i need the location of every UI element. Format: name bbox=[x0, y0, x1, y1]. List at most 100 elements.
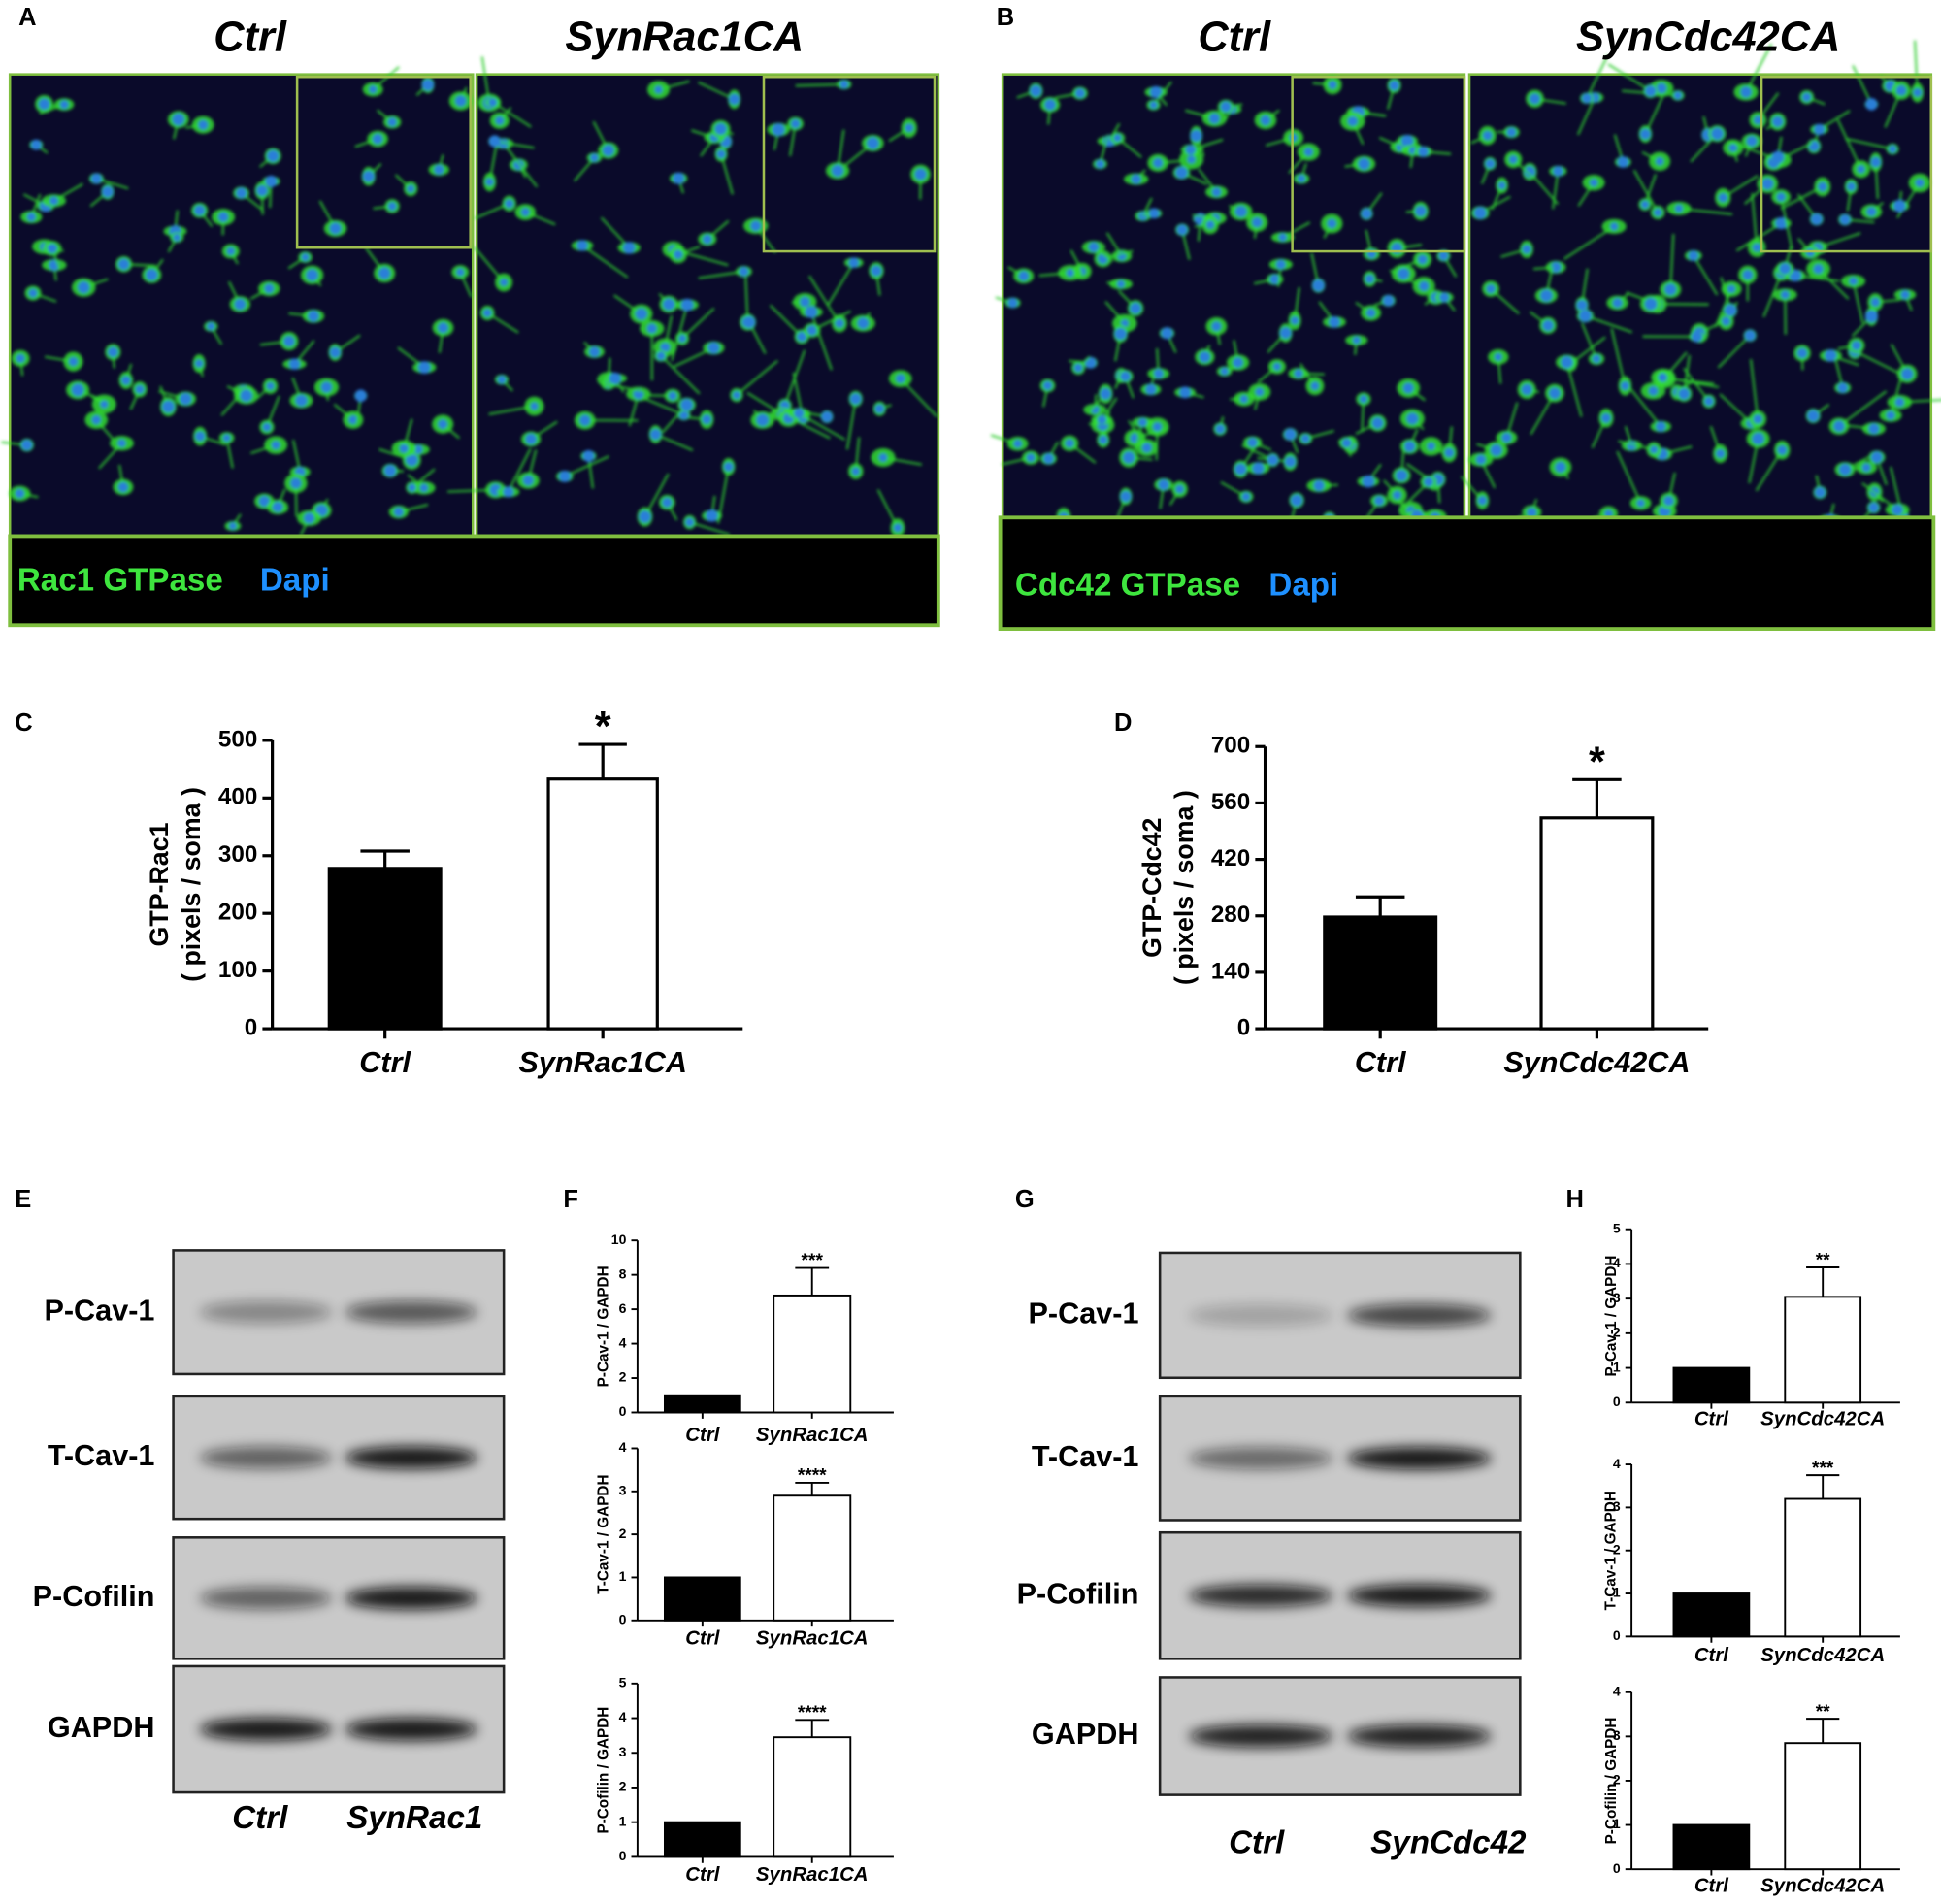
nucleus bbox=[1074, 88, 1085, 99]
nucleus bbox=[1704, 396, 1714, 407]
nucleus bbox=[1312, 279, 1325, 292]
y-tick-label: 3 bbox=[1613, 1498, 1621, 1514]
nucleus bbox=[1711, 127, 1724, 140]
bar bbox=[1784, 1497, 1862, 1638]
blot-band bbox=[345, 1587, 477, 1610]
nucleus bbox=[1096, 159, 1104, 169]
nucleus bbox=[1691, 331, 1703, 343]
neurite bbox=[581, 245, 629, 279]
blot-band bbox=[1347, 1303, 1492, 1327]
blot-row-label: T-Cav-1 bbox=[48, 1439, 155, 1472]
nucleus bbox=[348, 415, 358, 425]
bar bbox=[1784, 1296, 1862, 1404]
nucleus bbox=[1099, 435, 1108, 444]
neurite bbox=[809, 312, 833, 371]
nucleus bbox=[91, 415, 101, 425]
nucleus bbox=[739, 266, 749, 277]
nucleus bbox=[800, 296, 810, 308]
nucleus bbox=[1752, 432, 1764, 445]
nucleus bbox=[117, 439, 126, 447]
blot-row-label: T-Cav-1 bbox=[1032, 1440, 1139, 1473]
nucleus bbox=[1284, 456, 1297, 468]
nucleus bbox=[851, 467, 860, 476]
blot-lane-label: Ctrl bbox=[232, 1800, 288, 1836]
nucleus bbox=[1893, 199, 1906, 213]
nucleus bbox=[1272, 362, 1281, 371]
nucleus bbox=[378, 267, 391, 279]
panel-label: G bbox=[1015, 1186, 1035, 1213]
y-tick-label: 100 bbox=[218, 957, 257, 983]
nucleus bbox=[742, 315, 756, 329]
y-tick-label: 2 bbox=[619, 1369, 627, 1385]
nucleus bbox=[329, 346, 341, 358]
nucleus bbox=[1303, 148, 1313, 157]
blot-band bbox=[1347, 1724, 1492, 1748]
y-tick-label: 0 bbox=[619, 1848, 627, 1863]
nucleus bbox=[1438, 250, 1449, 261]
nucleus bbox=[1617, 156, 1629, 168]
nucleus bbox=[1275, 259, 1286, 270]
nucleus bbox=[680, 398, 693, 411]
x-tick-label: SynCdc42CA bbox=[1503, 1046, 1690, 1079]
nucleus bbox=[1329, 316, 1340, 328]
blot-lane-label: SynRac1 bbox=[346, 1800, 482, 1836]
y-axis-label: P-Cav-1 / GAPDH bbox=[1603, 1256, 1620, 1377]
column-label: Ctrl bbox=[1198, 14, 1271, 60]
neurite bbox=[507, 447, 532, 493]
neurite bbox=[671, 304, 689, 362]
bar bbox=[1784, 1742, 1862, 1871]
x-tick-label: SynCdc42CA bbox=[1760, 1645, 1885, 1666]
nucleus bbox=[1179, 386, 1191, 399]
nucleus bbox=[707, 342, 720, 354]
y-tick-label: 0 bbox=[1613, 1394, 1621, 1409]
nucleus bbox=[1208, 113, 1220, 124]
nucleus bbox=[372, 133, 383, 145]
nucleus bbox=[1833, 420, 1845, 432]
nucleus bbox=[1117, 279, 1125, 288]
nucleus bbox=[1066, 269, 1074, 278]
micrograph-panel: Ctrl SynRac1CA Rac1 GTPase Dapi bbox=[1, 14, 940, 628]
error-bar bbox=[1355, 895, 1405, 918]
blot-band bbox=[1188, 1447, 1333, 1470]
nucleus bbox=[1555, 461, 1566, 473]
nucleus bbox=[419, 483, 429, 493]
nucleus bbox=[1149, 101, 1158, 109]
blot-lane-label: Ctrl bbox=[1229, 1824, 1285, 1860]
y-tick-label: 0 bbox=[245, 1014, 257, 1040]
nucleus bbox=[831, 164, 844, 177]
blot-band bbox=[199, 1300, 333, 1324]
nucleus bbox=[146, 269, 158, 281]
nucleus bbox=[668, 391, 677, 401]
bar bbox=[1539, 816, 1655, 1031]
nucleus bbox=[1753, 414, 1762, 424]
nucleus bbox=[117, 258, 130, 270]
blot-band bbox=[1347, 1447, 1492, 1470]
nucleus bbox=[1814, 123, 1826, 135]
nucleus bbox=[1522, 245, 1531, 254]
inset bbox=[1291, 75, 1466, 253]
nucleus bbox=[1026, 453, 1036, 462]
nucleus bbox=[369, 85, 378, 94]
nucleus bbox=[1424, 476, 1433, 487]
micrograph-panel: Ctrl SynCdc42CA Cdc42 GTPase Dapi bbox=[990, 14, 1941, 632]
nucleus bbox=[418, 361, 431, 374]
stain-label: Cdc42 GTPase bbox=[1015, 567, 1240, 603]
nucleus bbox=[21, 439, 33, 451]
neurite bbox=[1693, 255, 1719, 296]
nucleus bbox=[1310, 381, 1320, 390]
neurite bbox=[1836, 119, 1862, 170]
neurite bbox=[1616, 450, 1642, 504]
nucleus bbox=[28, 288, 38, 298]
blot-band bbox=[1188, 1724, 1333, 1748]
legend-bar bbox=[8, 534, 940, 628]
neurite bbox=[1745, 43, 1773, 93]
nucleus bbox=[1013, 440, 1022, 448]
nucleus bbox=[1688, 250, 1699, 261]
nucleus bbox=[1215, 424, 1225, 434]
significance: ** bbox=[1816, 1251, 1830, 1271]
nucleus bbox=[1727, 284, 1736, 293]
y-tick-label: 2 bbox=[1613, 1772, 1621, 1788]
x-tick-label: Ctrl bbox=[1355, 1046, 1407, 1079]
y-tick-label: 140 bbox=[1211, 958, 1250, 984]
